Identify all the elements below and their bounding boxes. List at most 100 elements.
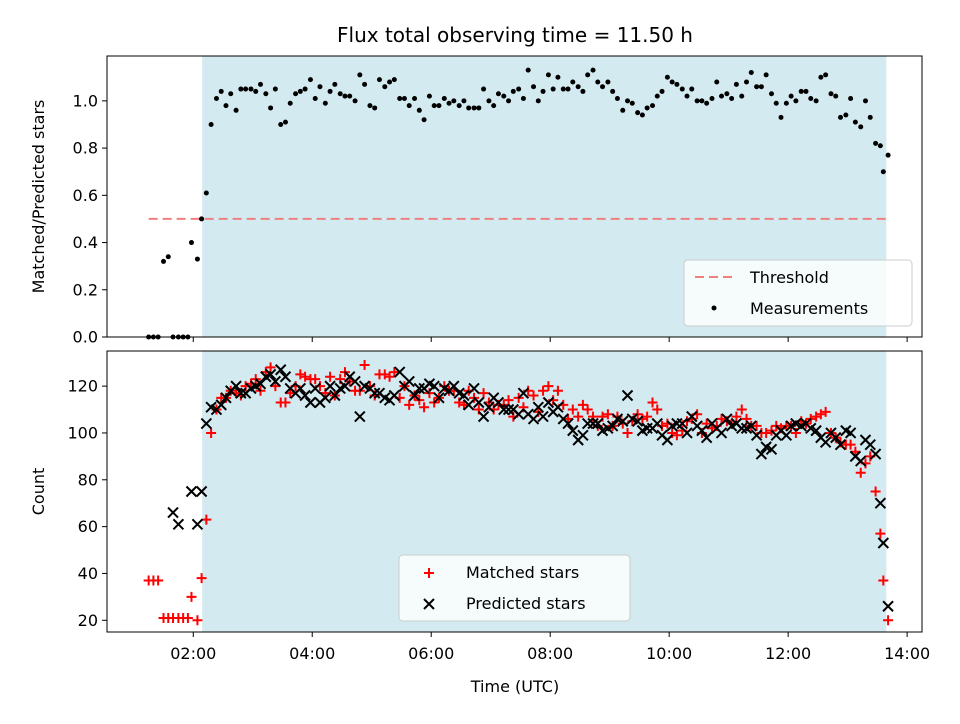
x-tick-label: 14:00: [884, 644, 930, 663]
measurement-point: [763, 72, 769, 78]
predicted-star-point: [810, 424, 822, 437]
measurement-point: [342, 93, 348, 99]
measurement-point: [639, 112, 645, 118]
y-tick-label: 120: [67, 377, 98, 396]
matched-star-point: [359, 360, 370, 371]
measurement-point: [510, 88, 516, 94]
measurement-point: [654, 93, 660, 99]
measurement-point: [614, 96, 620, 102]
measurement-point: [387, 79, 393, 85]
measurement-point: [788, 93, 794, 99]
matched-star-point: [845, 439, 856, 450]
measurement-point: [397, 96, 403, 102]
measurement-point: [332, 81, 338, 87]
measurement-point: [590, 67, 596, 73]
measurement-point: [818, 74, 824, 80]
matched-star-point: [731, 411, 742, 422]
measurement-point: [877, 143, 883, 149]
y-tick-label: 1.0: [73, 91, 98, 110]
matched-star-point: [503, 395, 514, 406]
predicted-star-point: [819, 436, 832, 449]
measurement-point: [699, 98, 705, 104]
predicted-star-point: [562, 417, 574, 430]
predicted-star-point: [681, 427, 693, 439]
legend-plus-marker: [424, 568, 434, 578]
measurement-point: [161, 258, 167, 264]
matched-star-point: [875, 528, 886, 539]
matched-star-point: [538, 385, 549, 396]
legend-threshold-label: Threshold: [749, 268, 829, 287]
measurement-point: [659, 88, 665, 94]
measurement-point: [714, 79, 720, 85]
predicted-star-point: [686, 410, 698, 423]
matched-star-point: [567, 404, 578, 415]
measurement-point: [199, 216, 205, 222]
matched-star-point: [736, 404, 747, 415]
y-tick-label: 100: [67, 423, 98, 442]
legend-matched-swatch: [424, 568, 434, 578]
matched-star-point: [196, 573, 207, 584]
measurement-point: [867, 114, 873, 120]
measurement-point: [272, 86, 278, 92]
measurement-point: [694, 98, 700, 104]
predicted-star-point: [309, 382, 321, 395]
measurement-point: [441, 96, 447, 102]
matched-star-point: [751, 420, 762, 431]
matched-star-point: [716, 413, 727, 424]
x-tick-label: 04:00: [289, 644, 335, 663]
measurement-point: [664, 74, 670, 80]
measurement-point: [421, 117, 427, 123]
measurement-point: [208, 121, 214, 127]
predicted-star-point: [750, 429, 763, 442]
predicted-star-point: [403, 375, 415, 388]
predicted-star-point: [517, 387, 530, 399]
measurement-point: [501, 93, 507, 99]
predicted-star-point: [844, 427, 857, 439]
measurement-point: [565, 86, 571, 92]
measurement-point: [307, 77, 313, 83]
measurement-point: [436, 103, 442, 109]
predicted-star-point: [468, 382, 480, 395]
measurement-point: [813, 98, 819, 104]
measurement-point: [376, 77, 382, 83]
y-tick-label: 0.4: [73, 233, 98, 252]
measurement-point: [629, 100, 635, 106]
predicted-star-point: [765, 443, 778, 456]
measurement-point: [570, 79, 576, 85]
measurement-point: [689, 86, 695, 92]
measurement-point: [644, 105, 650, 111]
legend-measurement-swatch: [711, 305, 717, 311]
predicted-star-point: [621, 389, 634, 402]
matched-star-point: [419, 402, 430, 413]
measurement-point: [506, 98, 512, 104]
predicted-star-point: [368, 387, 381, 399]
predicted-star-point: [721, 413, 733, 425]
measurement-point: [248, 86, 254, 92]
matched-star-point: [478, 388, 489, 399]
matched-star-point: [582, 404, 593, 415]
predicted-star-point: [498, 403, 510, 416]
predicted-star-point: [874, 497, 887, 509]
matched-star-point: [458, 399, 469, 410]
measurement-point: [773, 100, 779, 106]
measurement-point: [481, 86, 487, 92]
predicted-star-point: [587, 417, 599, 430]
predicted-star-point: [269, 375, 282, 388]
predicted-star-point: [512, 408, 525, 420]
predicted-star-point: [185, 485, 198, 498]
measurement-point: [382, 84, 388, 90]
legend-measurement-label: Measurements: [750, 299, 868, 318]
measurement-point: [406, 103, 412, 109]
count-y-label: Count: [29, 468, 48, 516]
measurement-point: [838, 114, 843, 120]
measurement-point: [540, 88, 546, 94]
measurement-point: [560, 86, 566, 92]
measurement-point: [605, 79, 611, 85]
measurement-point: [744, 79, 750, 85]
measurement-point: [456, 103, 462, 109]
y-tick-label: 60: [78, 517, 98, 536]
measurement-point: [709, 96, 715, 102]
count-y-axis: 20 40 60 80 100 120: [67, 377, 107, 630]
predicted-star-point: [220, 392, 232, 404]
predicted-star-point: [393, 366, 406, 378]
